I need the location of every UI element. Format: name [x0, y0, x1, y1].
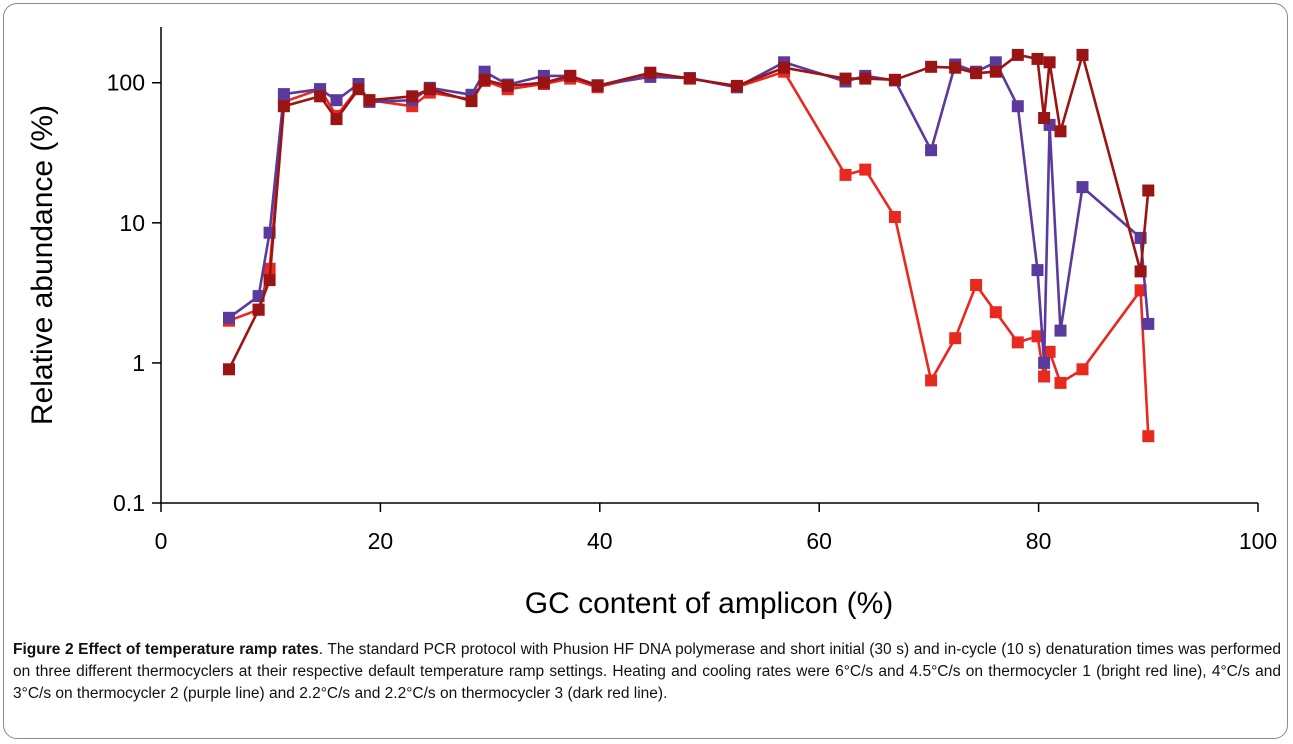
data-point [1142, 430, 1155, 443]
data-point [970, 279, 983, 291]
data-point [330, 94, 343, 107]
series-line [228, 70, 1150, 437]
data-point [859, 163, 872, 176]
ticks: 0 20 40 60 80 100 0.1 1 10 100 [107, 70, 1278, 554]
data-point [263, 274, 276, 287]
data-point [1011, 100, 1024, 113]
x-tick-label: 100 [1239, 528, 1277, 554]
data-point [1031, 330, 1044, 343]
data-point [478, 73, 491, 86]
data-point [1043, 56, 1056, 69]
data-point [989, 306, 1002, 319]
data-point [423, 83, 436, 96]
data-point [1043, 345, 1056, 358]
y-axis-label: Relative abundance (%) [26, 105, 59, 425]
data-point [1038, 112, 1051, 124]
data-point [989, 65, 1002, 78]
data-point [925, 60, 938, 73]
data-point [949, 332, 962, 345]
data-point [330, 113, 343, 126]
data-point [1043, 118, 1056, 131]
axes [160, 27, 1258, 504]
data-point [1054, 125, 1067, 138]
data-point [1038, 370, 1051, 383]
data-point [501, 79, 514, 92]
data-point [1054, 376, 1067, 389]
data-point [644, 66, 657, 79]
data-point [352, 83, 365, 96]
data-point [1076, 181, 1089, 194]
x-tick-label: 80 [1026, 528, 1052, 554]
data-point [277, 100, 290, 113]
y-tick-label: 0.1 [113, 490, 145, 516]
data-point [252, 303, 265, 316]
data-point [564, 69, 577, 82]
data-point [406, 90, 419, 103]
data-point [1031, 52, 1044, 65]
series-2 [223, 56, 1155, 369]
data-point [839, 72, 852, 85]
figure-frame [3, 3, 1288, 739]
data-point [1142, 184, 1155, 197]
data-point [223, 311, 235, 324]
data-point [277, 88, 290, 101]
y-tick-label: 1 [132, 350, 145, 376]
data-point [970, 67, 983, 80]
data-point [859, 72, 872, 85]
data-point [888, 211, 901, 223]
data-point [778, 61, 791, 74]
data-point [989, 56, 1002, 69]
data-point [925, 144, 938, 157]
data-point [839, 168, 852, 181]
series-1 [223, 65, 1155, 443]
data-point [1011, 336, 1024, 349]
x-tick-label: 60 [806, 528, 832, 554]
caption-text: . The standard PCR protocol with Phusion… [13, 641, 1281, 702]
figure-caption: Figure 2 Effect of temperature ramp rate… [13, 639, 1281, 705]
data-point [591, 79, 604, 92]
data-point [223, 363, 235, 376]
data-point [1076, 363, 1089, 376]
data-point [730, 79, 743, 92]
data-point [363, 94, 376, 107]
data-point [683, 72, 696, 85]
x-tick-label: 0 [155, 528, 168, 554]
x-tick-label: 20 [368, 528, 394, 554]
x-tick-label: 40 [587, 528, 613, 554]
chart: 0 20 40 60 80 100 0.1 1 10 100 GC content of ampl… [26, 27, 1278, 620]
series-3 [223, 48, 1155, 376]
y-tick-label: 10 [119, 210, 145, 236]
data-point [1134, 265, 1147, 278]
data-point [1054, 324, 1067, 337]
y-tick-label: 100 [107, 70, 145, 96]
data-point [1011, 48, 1024, 61]
caption-title: Figure 2 Effect of temperature ramp rate… [13, 641, 319, 658]
data-point [465, 95, 478, 108]
data-point [1031, 264, 1044, 277]
data-point [537, 76, 550, 89]
series-layer [223, 48, 1155, 443]
data-point [1038, 356, 1051, 369]
data-point [888, 73, 901, 86]
data-point [949, 61, 962, 74]
data-point [314, 90, 327, 103]
data-point [1076, 48, 1089, 61]
data-point [1134, 284, 1147, 297]
data-point [1142, 317, 1155, 330]
data-point [925, 374, 938, 387]
x-axis-label: GC content of amplicon (%) [525, 587, 893, 620]
